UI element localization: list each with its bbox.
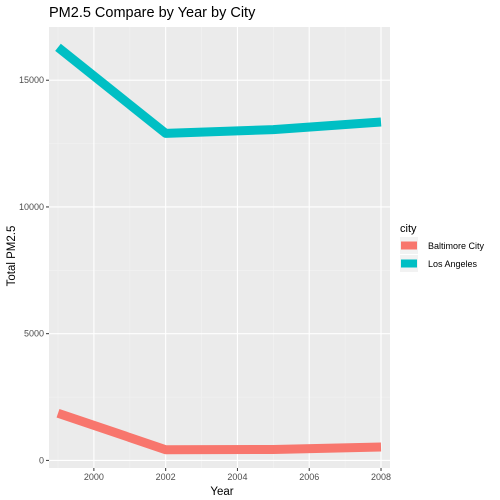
chart-title: PM2.5 Compare by Year by City <box>49 5 256 21</box>
y-tick-label: 5000 <box>24 329 44 339</box>
series-line-1 <box>55 43 382 138</box>
x-axis-title: Year <box>210 486 233 498</box>
x-tick-label: 2000 <box>84 472 104 482</box>
y-tick-label: 0 <box>39 455 44 465</box>
y-tick-label: 10000 <box>19 202 44 212</box>
plot-panel <box>49 27 390 468</box>
x-tick-label: 2006 <box>299 472 319 482</box>
legend-label: Baltimore City <box>428 241 485 251</box>
grid-major <box>49 27 390 468</box>
x-tick-label: 2004 <box>227 472 247 482</box>
y-axis: 0 5000 10000 15000 <box>19 75 49 465</box>
y-axis-title: Total PM2.5 <box>6 226 18 287</box>
series-lines <box>55 43 382 455</box>
legend-label: Los Angeles <box>428 259 478 269</box>
series-line-0 <box>56 408 382 455</box>
y-tick-label: 15000 <box>19 75 44 85</box>
x-tick-label: 2002 <box>156 472 176 482</box>
x-axis: 2000 2002 2004 2006 2008 <box>84 468 391 482</box>
legend-title: city <box>400 223 417 235</box>
x-tick-label: 2008 <box>371 472 391 482</box>
legend: city Baltimore City Los Angeles <box>400 223 485 272</box>
